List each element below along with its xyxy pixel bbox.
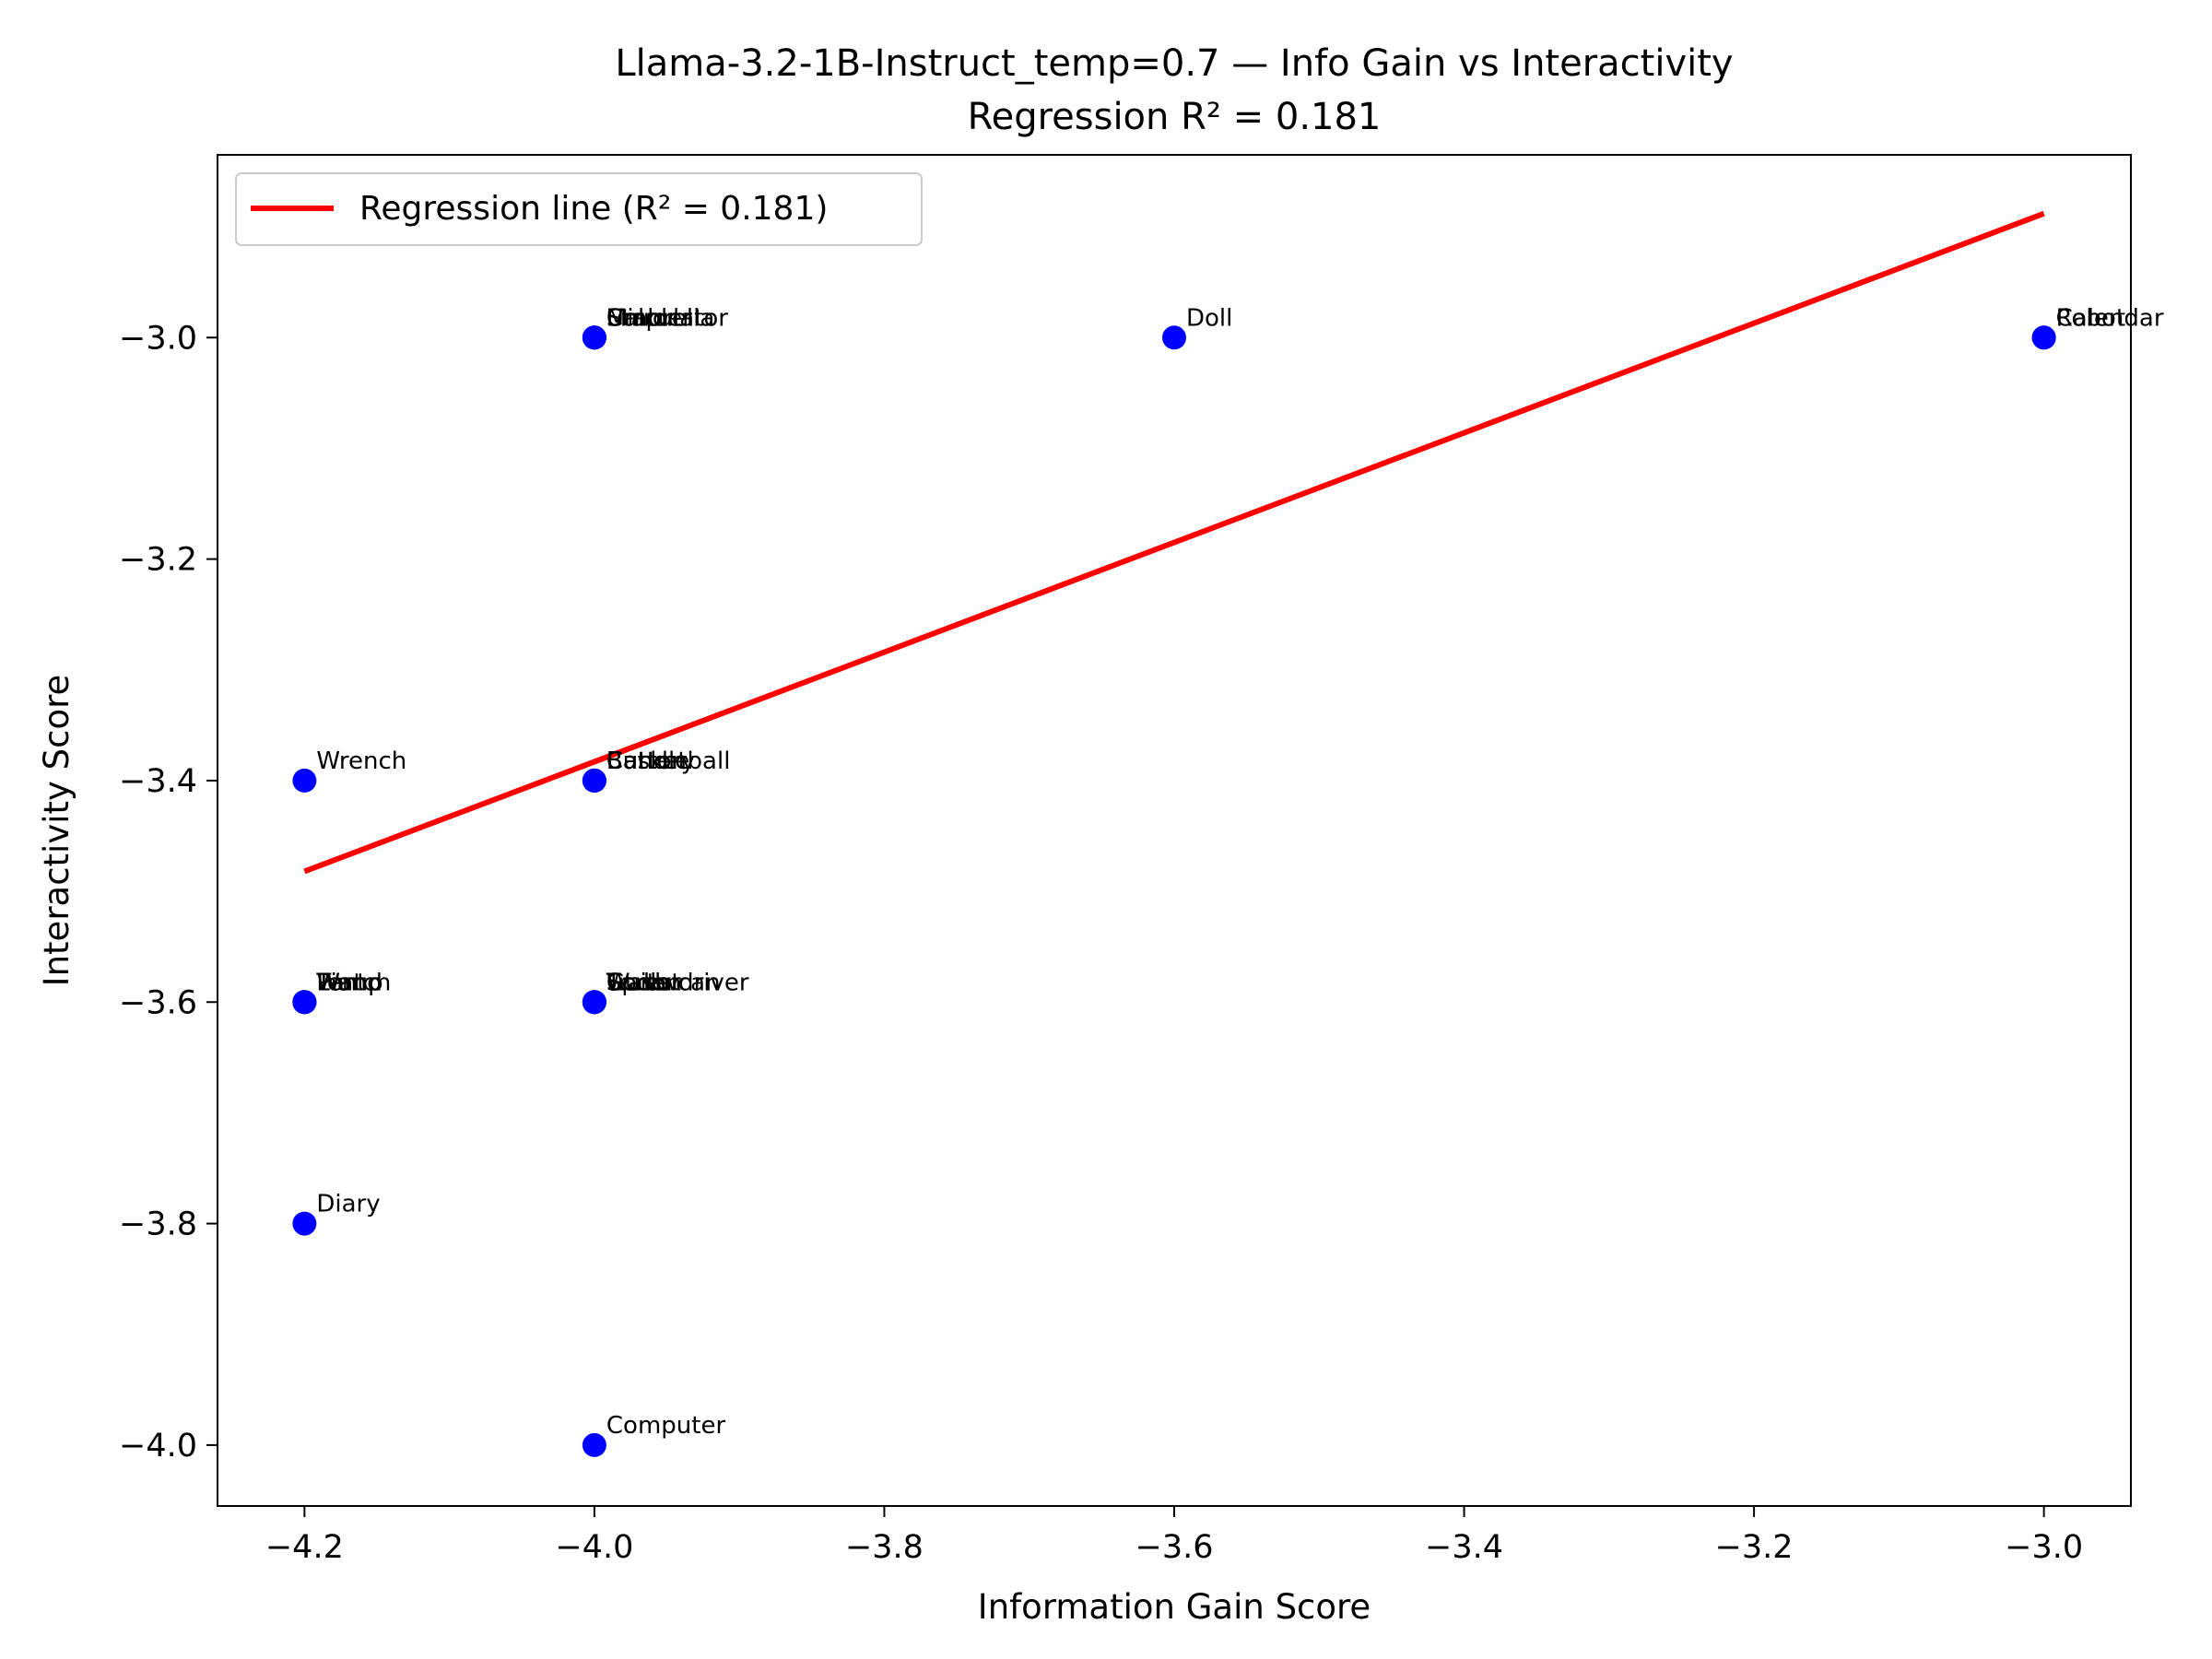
point-label: Calculator (606, 304, 728, 332)
x-tick-label: −4.2 (265, 1529, 344, 1566)
chart-title: Llama-3.2-1B-Instruct_temp=0.7 — Info Ga… (615, 42, 1733, 85)
chart-subtitle: Regression R² = 0.181 (968, 96, 1382, 138)
point-label: Spoon (606, 969, 681, 996)
y-axis-label: Interactivity Score (37, 675, 76, 987)
point-label: Lamp (316, 969, 382, 996)
data-point (292, 1211, 317, 1236)
legend-entry-regression: Regression line (R² = 0.181) (359, 190, 828, 228)
x-tick-label: −3.2 (1715, 1529, 1794, 1566)
data-point (582, 325, 606, 350)
point-label: Mirror (606, 304, 677, 332)
point-label: Guitar (606, 969, 681, 996)
data-point (1162, 325, 1186, 350)
x-axis-ticks: −4.2 −4.0 −3.8 −3.6 −3.4 −3.2 −3.0 (265, 1506, 2083, 1566)
point-label: Robot (2056, 304, 2125, 332)
legend-box (235, 172, 923, 246)
point-label: Battery (606, 747, 695, 775)
regression-line (303, 210, 2045, 875)
x-tick-label: −3.0 (2005, 1529, 2083, 1566)
point-label: Piano (316, 969, 382, 996)
data-point (582, 768, 606, 793)
y-tick-label: −3.4 (119, 763, 197, 800)
point-label: Umbrella (606, 304, 714, 332)
data-point (582, 1432, 606, 1457)
point-label: Button (606, 747, 687, 775)
y-tick-label: −3.8 (119, 1206, 197, 1243)
point-label: Watch (316, 969, 391, 996)
point-label: Diary (316, 1191, 380, 1218)
y-axis-ticks: −4.0 −3.8 −3.6 −3.4 −3.2 −3.0 (119, 320, 218, 1465)
legend: Regression line (R² = 0.181) (235, 172, 923, 246)
point-label: Candle (606, 747, 689, 775)
x-tick-label: −3.6 (1135, 1529, 1214, 1566)
point-label: Screwdriver (606, 969, 749, 996)
point-label: Stapler (606, 304, 692, 332)
point-label: Trash can (606, 969, 721, 996)
point-label: Basketball (606, 747, 731, 775)
x-tick-label: −3.8 (845, 1529, 924, 1566)
x-tick-label: −3.4 (1425, 1529, 1503, 1566)
data-point (2031, 325, 2056, 350)
point-label: Wallet (606, 969, 681, 996)
point-label: Calendar (2056, 304, 2164, 332)
data-point (582, 990, 606, 1015)
point-label: Tent (315, 969, 366, 996)
data-point (292, 990, 317, 1015)
y-tick-label: −3.0 (119, 320, 197, 357)
data-point (292, 768, 317, 793)
point-label: Doll (1186, 304, 1232, 332)
point-label: Computer (606, 1412, 726, 1440)
y-tick-label: −4.0 (119, 1428, 197, 1465)
x-tick-label: −4.0 (555, 1529, 633, 1566)
point-label: Wrench (316, 747, 406, 775)
y-tick-label: −3.6 (119, 984, 197, 1021)
y-tick-label: −3.2 (119, 542, 197, 579)
x-axis-label: Information Gain Score (978, 1587, 1371, 1627)
